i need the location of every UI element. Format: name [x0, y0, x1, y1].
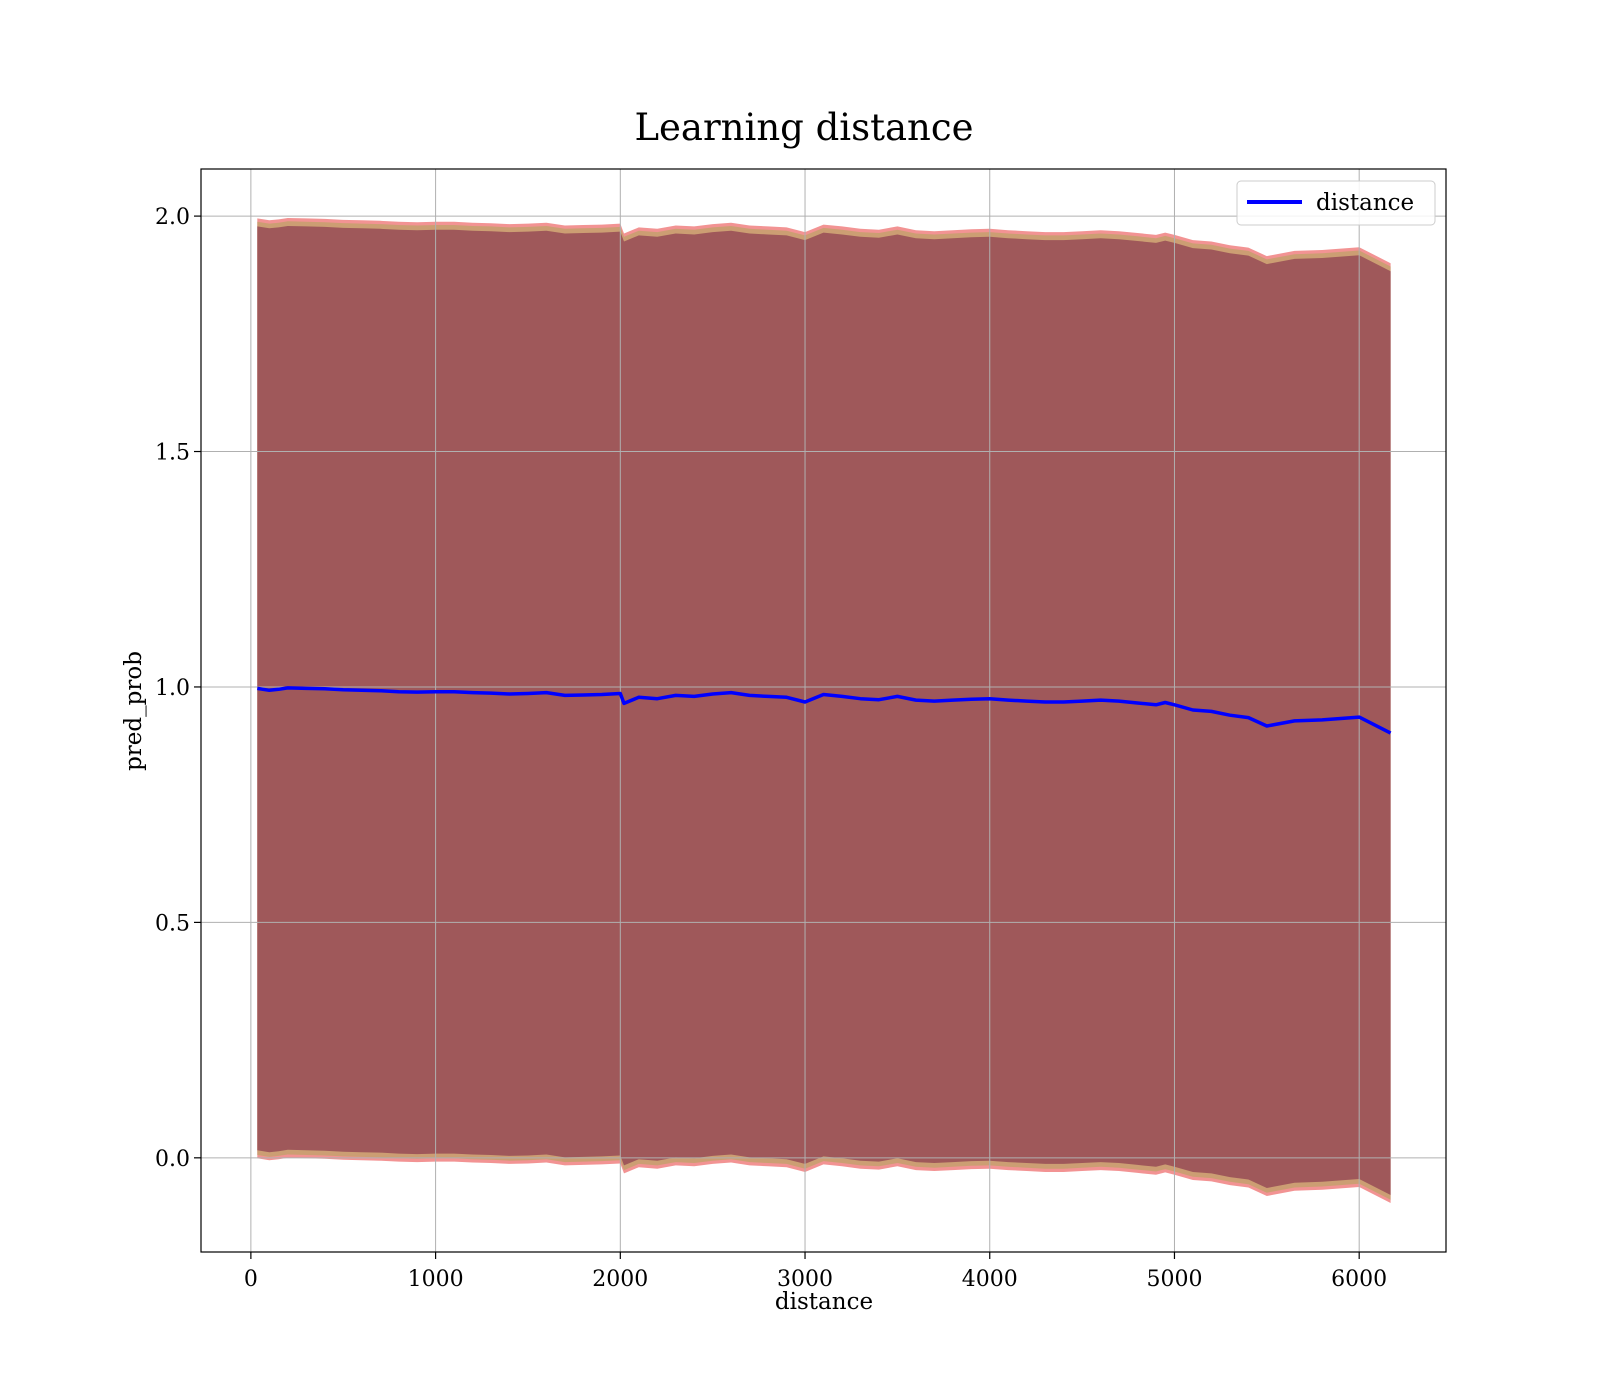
chart-title: Learning distance	[634, 106, 973, 149]
x-tick-label: 2000	[592, 1267, 648, 1292]
legend-label-distance: distance	[1316, 190, 1414, 216]
x-tick-label: 6000	[1331, 1267, 1387, 1292]
x-axis: 0 1000 2000 3000 4000 5000 6000	[244, 1252, 1387, 1292]
y-tick-label: 2.0	[155, 205, 190, 230]
series-line-layer	[257, 686, 1392, 735]
x-tick-label: 5000	[1146, 1267, 1202, 1292]
legend-box	[1236, 180, 1436, 226]
y-tick-label: 0.5	[155, 911, 190, 936]
y-tick-label: 0.0	[155, 1147, 190, 1172]
plot-frame	[200, 168, 1447, 1253]
y-tick-label: 1.0	[155, 676, 190, 701]
series-line-distance	[257, 686, 1392, 735]
y-axis-label: pred_prob	[121, 651, 147, 771]
y-axis: 0.0 0.5 1.0 1.5 2.0	[155, 205, 201, 1172]
x-axis-label: distance	[775, 1289, 873, 1315]
x-tick-label: 0	[244, 1267, 258, 1292]
confidence-band	[257, 218, 1391, 1203]
y-tick-label: 1.5	[155, 441, 190, 466]
x-tick-label: 4000	[962, 1267, 1018, 1292]
x-tick-label: 3000	[777, 1267, 833, 1292]
band-inner	[257, 226, 1391, 1195]
x-tick-label: 1000	[408, 1267, 464, 1292]
legend: distance	[1236, 180, 1436, 226]
